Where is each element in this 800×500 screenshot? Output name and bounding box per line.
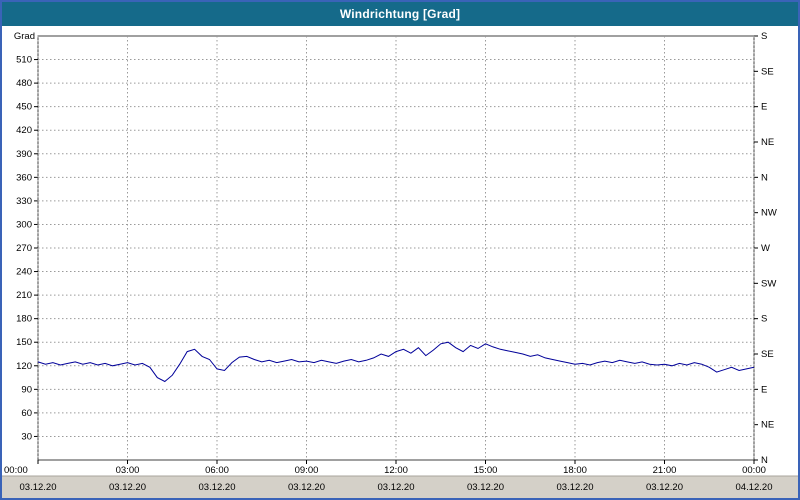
x-axis-time-label: 21:00 — [653, 465, 677, 476]
x-axis-time-label: 00:00 — [742, 465, 766, 476]
compass-tick-label: E — [761, 384, 767, 395]
wind-direction-chart: 510 480 450 420 390 360 330 300 270 240 210 180 150 1… — [2, 31, 798, 498]
y-axis-tick-label: 60 — [21, 408, 32, 419]
x-axis-time-label: 18:00 — [563, 465, 587, 476]
x-axis-date-label: 03.12.20 — [467, 482, 504, 493]
x-axis-date-label: 04.12.20 — [736, 482, 773, 493]
y-axis-tick-label: 510 — [16, 55, 32, 66]
chart-title: Windrichtung [Grad] — [339, 7, 461, 21]
compass-tick-label: W — [761, 243, 770, 254]
x-axis-date-label: 03.12.20 — [646, 482, 683, 493]
x-axis-date-label: 03.12.20 — [378, 482, 415, 493]
x-axis-time-label: 03:00 — [116, 465, 140, 476]
compass-tick-label: NE — [761, 420, 774, 431]
compass-tick-label: E — [761, 102, 767, 113]
compass-tick-label: NE — [761, 137, 774, 148]
y-axis-tick-label: 420 — [16, 125, 32, 136]
x-axis-date-label: 03.12.20 — [288, 482, 325, 493]
compass-tick-label: N — [761, 172, 768, 183]
compass-tick-label: SE — [761, 349, 774, 360]
x-axis-date-label: 03.12.20 — [109, 482, 146, 493]
y-axis-tick-label: 30 — [21, 431, 32, 442]
y-axis-tick-label: 180 — [16, 314, 32, 325]
y-axis-tick-label: 360 — [16, 172, 32, 183]
y-axis-tick-label: 240 — [16, 267, 32, 278]
compass-tick-label: NW — [761, 208, 777, 219]
x-axis-time-label: 09:00 — [295, 465, 319, 476]
y-axis-tick-label: 90 — [21, 384, 32, 395]
y-axis-tick-label: 210 — [16, 290, 32, 301]
x-axis-time-label: 15:00 — [474, 465, 498, 476]
y-axis-tick-label: 330 — [16, 196, 32, 207]
x-axis-date-label: 03.12.20 — [557, 482, 594, 493]
x-axis-time-label: 12:00 — [384, 465, 408, 476]
compass-tick-label: S — [761, 314, 767, 325]
date-strip — [2, 476, 798, 498]
compass-tick-label: SW — [761, 278, 776, 289]
y-axis-tick-label: 120 — [16, 361, 32, 372]
y-axis-tick-label: 480 — [16, 78, 32, 89]
compass-tick-label: S — [761, 31, 767, 42]
x-axis-date-label: 03.12.20 — [20, 482, 57, 493]
y-axis-tick-label: 390 — [16, 149, 32, 160]
y-axis-tick-label: 450 — [16, 102, 32, 113]
y-axis-tick-label: 270 — [16, 243, 32, 254]
x-axis-time-label: 00:00 — [4, 465, 28, 476]
y-axis-unit-label: Grad — [14, 31, 35, 42]
title-bar: Windrichtung [Grad] — [2, 2, 798, 26]
x-axis-date-label: 03.12.20 — [199, 482, 236, 493]
chart-area: 510 480 450 420 390 360 330 300 270 240 210 180 150 1… — [2, 26, 798, 498]
y-axis-tick-label: 150 — [16, 337, 32, 348]
compass-tick-label: SE — [761, 66, 774, 77]
y-axis-tick-label: 300 — [16, 219, 32, 230]
wind-direction-series — [37, 341, 755, 383]
compass-tick-label: N — [761, 455, 768, 466]
x-axis-time-label: 06:00 — [205, 465, 229, 476]
